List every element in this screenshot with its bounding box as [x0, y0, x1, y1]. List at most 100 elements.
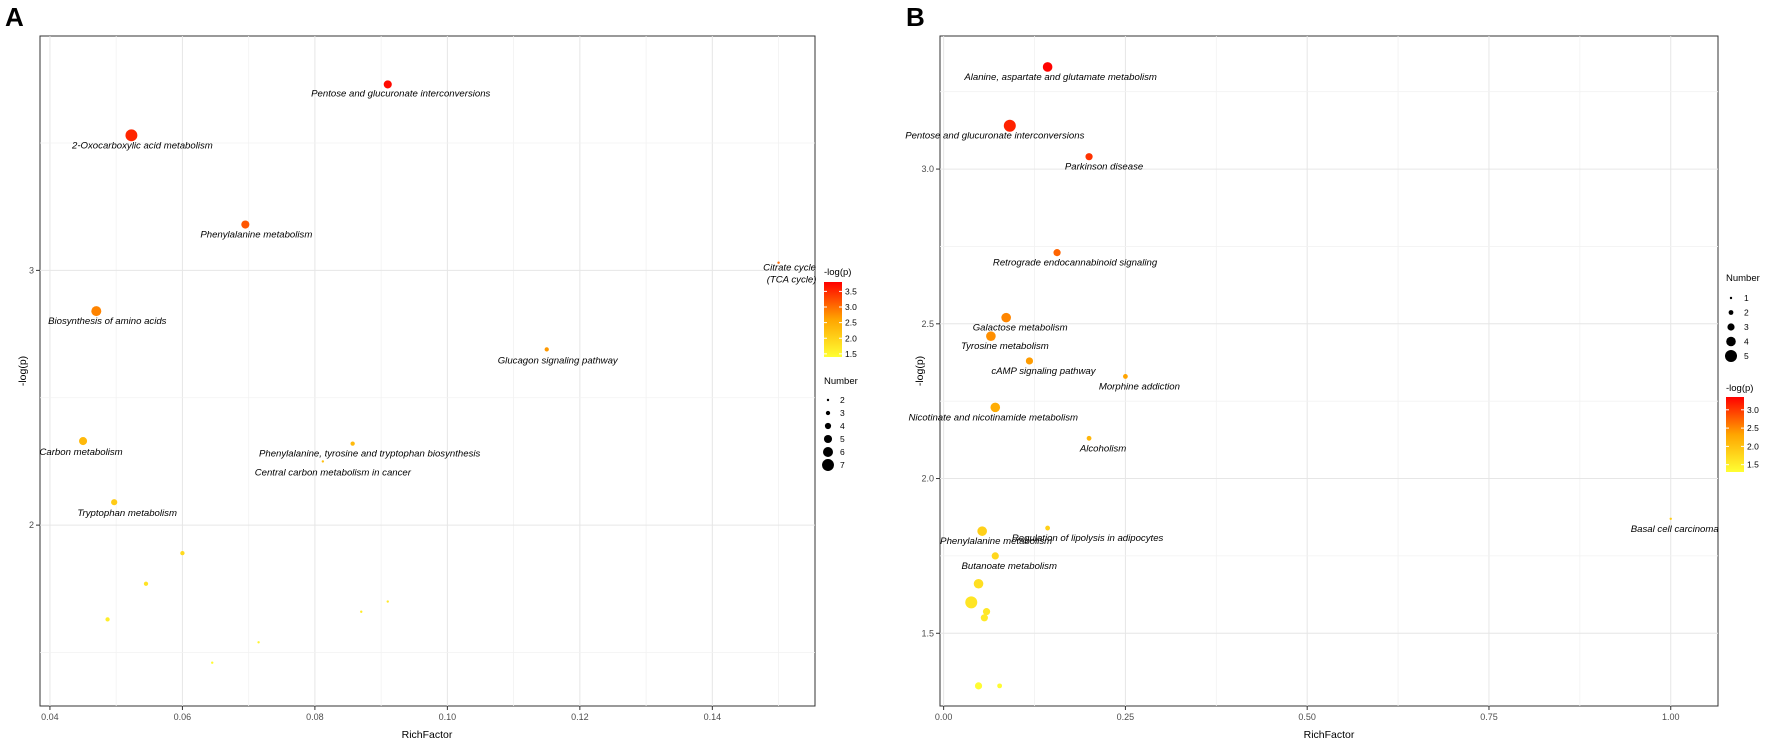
panel-b-y-tick-label: 3.0 — [921, 164, 934, 174]
panel-a-data-point[interactable] — [360, 610, 363, 613]
panel-b-colorbar-tick-label: 2.5 — [1747, 423, 1759, 433]
panel-b-gridlines — [940, 36, 1718, 706]
panel-b-y-axis-title: -log(p) — [914, 356, 926, 386]
panel-b-size-legend-dot — [1726, 336, 1736, 347]
panel-a-size-legend-label: 6 — [840, 447, 845, 457]
panel-b-data-point[interactable] — [990, 402, 1001, 413]
panel-b-size-legend-items: 1 2 3 4 5 — [1725, 293, 1749, 362]
panel-b-data-point[interactable] — [1053, 249, 1061, 257]
panel-b-point-label: Tyrosine metabolism — [961, 341, 1049, 352]
panel-b-point-label: Alcoholism — [1079, 443, 1126, 454]
panel-a-data-point[interactable] — [383, 80, 392, 89]
panel-b-size-legend-label: 1 — [1744, 293, 1749, 303]
panel-b-data-point[interactable] — [986, 331, 996, 341]
panel-b-size-legend-label: 3 — [1744, 322, 1749, 332]
panel-a-data-point[interactable] — [544, 347, 549, 352]
panel-a-data-point[interactable] — [125, 129, 138, 142]
panel-b-data-point[interactable] — [1001, 312, 1011, 323]
panel-b-data-point[interactable] — [980, 614, 988, 622]
panel-b-size-legend-label: 5 — [1744, 351, 1749, 361]
panel-b-point-label: Phenylalanine metabolism — [940, 536, 1052, 547]
panel-a-point-label: Phenylalanine metabolism — [200, 230, 312, 241]
panel-a-size-legend-label: 2 — [840, 395, 845, 405]
panel-a-data-point[interactable] — [257, 641, 260, 644]
panel-b-point-label: Parkinson disease — [1065, 162, 1143, 173]
panel-b-data-point[interactable] — [997, 683, 1003, 689]
panel-b-data-point[interactable] — [1042, 62, 1053, 72]
panel-b-data-point[interactable] — [982, 608, 991, 616]
panel-a-data-point[interactable] — [79, 437, 88, 446]
panel-a-y-tick-label: 2 — [29, 520, 34, 530]
panel-a-points — [79, 80, 780, 664]
panel-b-size-legend-label: 4 — [1744, 337, 1749, 347]
panel-letter-b: B — [906, 2, 925, 32]
panel-a-ticks: 0.04 0.06 0.08 0.10 0.12 0.14 2 3 — [29, 265, 721, 722]
panel-b-data-point[interactable] — [1669, 517, 1672, 520]
panel-b-point-label: Pentose and glucuronate interconversions — [905, 131, 1084, 142]
panel-a-data-point[interactable] — [241, 220, 250, 229]
panel-b-size-legend: Number 1 2 3 4 5 — [1725, 273, 1760, 362]
panel-b-data-point[interactable] — [977, 526, 987, 536]
panel-a-y-axis-title: -log(p) — [17, 356, 29, 386]
panel-a-size-legend-dot — [824, 422, 832, 430]
panel-a-point-label: Central carbon metabolism in cancer — [255, 467, 412, 478]
panel-b-labels: Alanine, aspartate and glutamate metabol… — [905, 72, 1719, 572]
panel-a-colorbar-tick-label: 3.5 — [845, 286, 857, 296]
panel-b-colorbar-ticks: 1.5 2.0 2.5 3.0 — [1726, 405, 1759, 470]
panel-a-data-point[interactable] — [105, 617, 110, 622]
panel-a-data-point[interactable] — [111, 499, 118, 506]
panel-a-colorbar-tick-label: 3.0 — [845, 302, 857, 312]
panel-b-data-point[interactable] — [1123, 374, 1128, 379]
panel-a-colorbar-tick-label: 2.5 — [845, 318, 857, 328]
panel-b-data-point[interactable] — [1086, 435, 1092, 441]
panel-b-data-point[interactable] — [974, 682, 983, 690]
panel-b-size-legend-dot — [1728, 310, 1734, 315]
panel-a-data-point[interactable] — [91, 306, 102, 317]
panel-a-data-point[interactable] — [143, 581, 149, 586]
panel-b-ticks: 0.00 0.25 0.50 0.75 1.00 1.5 2.0 2.5 3.0 — [921, 164, 1679, 722]
panel-a-gridlines — [40, 36, 815, 706]
panel-b-data-point[interactable] — [1045, 525, 1051, 531]
panel-a-size-legend-label: 3 — [840, 408, 845, 418]
panel-a-size-legend-label: 5 — [840, 434, 845, 444]
panel-b-points — [965, 62, 1672, 690]
panel-b-x-tick-label: 0.00 — [935, 712, 953, 722]
panel-a-data-point[interactable] — [350, 441, 355, 446]
panel-a-x-tick-label: 0.14 — [704, 712, 722, 722]
panel-a-data-point[interactable] — [180, 550, 185, 556]
panel-a-point-label: Biosynthesis of amino acids — [48, 316, 167, 327]
panel-b-point-label: Morphine addiction — [1099, 381, 1180, 392]
panel-b-color-legend-title: -log(p) — [1726, 383, 1753, 394]
panel-a-x-tick-label: 0.12 — [571, 712, 589, 722]
panel-b-point-label: Nicotinate and nicotinamide metabolism — [908, 412, 1078, 423]
panel-b-point-label: Butanoate metabolism — [962, 561, 1057, 572]
panel-b-x-tick-label: 0.75 — [1480, 712, 1498, 722]
panel-b-data-point[interactable] — [991, 552, 999, 560]
panel-b-x-tick-label: 1.00 — [1662, 712, 1680, 722]
panel-a-size-legend-dot — [825, 410, 831, 416]
panel-a-data-point[interactable] — [386, 600, 389, 603]
panel-a-colorbar-ticks: 1.5 2.0 2.5 3.0 3.5 — [824, 286, 857, 359]
panel-b-x-axis-title: RichFactor — [1304, 729, 1355, 741]
panel-b-plot-area — [939, 35, 1719, 707]
panel-a-colorbar-tick-label: 1.5 — [845, 349, 857, 359]
panel-a-point-label: Tryptophan metabolism — [77, 508, 177, 519]
panel-b: 0.00 0.25 0.50 0.75 1.00 1.5 2.0 2.5 3.0 Alanine… — [905, 35, 1760, 741]
panel-b-colorbar-tick-label: 2.0 — [1747, 441, 1759, 451]
panel-a-size-legend-dot — [822, 459, 834, 471]
panel-b-size-legend-title: Number — [1726, 273, 1760, 284]
panel-b-data-point[interactable] — [965, 596, 978, 609]
panel-a-size-legend-items: 2 3 4 5 6 7 — [822, 395, 845, 471]
panel-a-data-point[interactable] — [211, 661, 214, 664]
panel-a-data-point[interactable] — [321, 460, 325, 463]
panel-a-data-point[interactable] — [777, 261, 780, 264]
panel-b-data-point[interactable] — [1085, 153, 1093, 161]
panel-b-data-point[interactable] — [1025, 357, 1034, 365]
panel-b-data-point[interactable] — [973, 578, 984, 589]
panel-b-data-point[interactable] — [1003, 119, 1016, 132]
panel-a-point-label: (TCA cycle) — [767, 275, 817, 286]
panel-a-x-tick-label: 0.04 — [41, 712, 59, 722]
panel-b-y-tick-label: 1.5 — [921, 628, 934, 638]
panel-b-point-label: Galactose metabolism — [973, 323, 1068, 334]
panel-b-point-label: cAMP signaling pathway — [991, 366, 1096, 377]
